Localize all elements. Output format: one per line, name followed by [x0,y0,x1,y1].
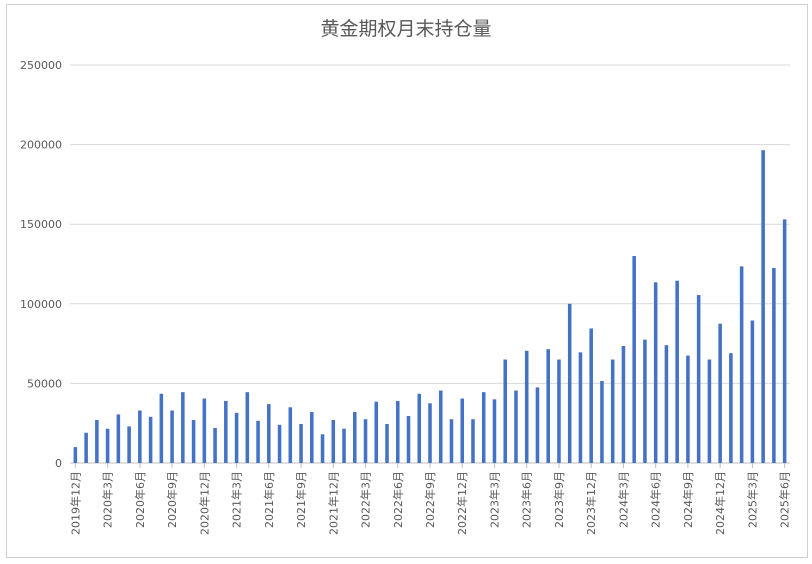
bar [546,349,550,463]
bar [267,404,271,463]
bar [342,428,346,463]
bar [772,267,776,463]
bar [707,359,712,463]
y-tick-label: 0 [55,457,62,470]
bar [202,398,207,463]
bar [514,390,518,463]
x-tick-label: 2021年6月 [262,471,276,528]
y-tick-label: 150000 [20,218,62,231]
bar [428,403,432,463]
bar [675,280,679,463]
bar [277,424,282,463]
bar [395,400,400,463]
bar [653,282,658,463]
x-tick-label: 2023年9月 [552,471,566,528]
x-tick-label: 2022年3月 [359,471,373,528]
bar [138,410,142,463]
bar [181,392,185,463]
x-tick-label: 2025年6月 [778,471,792,528]
bar [782,219,787,463]
bar [664,345,669,463]
bar [116,414,121,463]
bar [438,390,443,463]
bar [729,353,733,463]
bar [632,256,636,463]
bar [471,419,475,463]
bar [127,426,131,463]
bar [105,428,110,463]
bar [621,345,626,463]
x-tick-label: 2020年9月 [165,471,179,528]
bar [363,419,368,463]
bar [557,359,561,463]
bar [600,381,604,463]
bar [503,359,507,463]
bar [234,412,239,463]
bar [73,447,78,463]
bar [492,399,497,463]
bar [299,423,303,463]
bar [353,412,357,463]
bar [610,359,615,463]
bar [524,350,529,463]
x-tick-label: 2021年3月 [230,471,244,528]
bar [406,416,411,463]
bar [449,419,454,463]
bar [460,398,465,463]
bar [310,412,314,463]
bar [159,393,164,463]
y-tick-label: 200000 [20,139,62,152]
bar [84,432,88,463]
bar [288,407,293,463]
bar [213,427,217,463]
x-tick-label: 2020年12月 [197,471,211,535]
x-tick-label: 2021年9月 [294,471,308,528]
bar [643,339,647,463]
bar [750,320,755,463]
x-tick-label: 2022年9月 [423,471,437,528]
bar [481,392,486,463]
bar [589,328,593,463]
bar [718,323,722,463]
x-tick-label: 2023年3月 [487,471,501,528]
bar [417,393,422,463]
x-tick-label: 2021年12月 [326,471,340,535]
bar [95,420,99,463]
x-tick-label: 2023年12月 [584,471,598,535]
bar [374,401,379,463]
bar [567,303,572,463]
x-tick-label: 2024年6月 [649,471,663,528]
bar [696,295,701,463]
bar [224,400,228,463]
x-tick-label: 2020年6月 [133,471,147,528]
y-tick-label: 250000 [20,59,62,72]
x-tick-label: 2025年3月 [745,471,759,528]
x-tick-label: 2020年3月 [101,471,115,528]
bar [761,150,765,463]
x-tick-label: 2024年12月 [713,471,727,535]
x-tick-label: 2024年9月 [681,471,695,528]
y-tick-label: 50000 [27,377,62,390]
bar [578,352,583,463]
bar [385,423,389,463]
bar [331,420,336,463]
chart-title: 黄金期权月末持仓量 [320,18,492,40]
bar [686,355,690,463]
bar [535,387,540,463]
x-tick-label: 2019年12月 [68,471,82,535]
bar [148,416,153,463]
y-tick-label: 100000 [20,298,62,311]
x-tick-label: 2022年6月 [391,471,405,528]
bar [320,434,325,463]
bar [245,392,250,463]
bar [739,266,744,463]
x-tick-label: 2024年3月 [616,471,630,528]
x-tick-label: 2023年6月 [520,471,534,528]
bar [256,420,260,463]
x-tick-label: 2022年12月 [455,471,469,535]
bar [170,410,174,463]
bar [191,420,196,463]
